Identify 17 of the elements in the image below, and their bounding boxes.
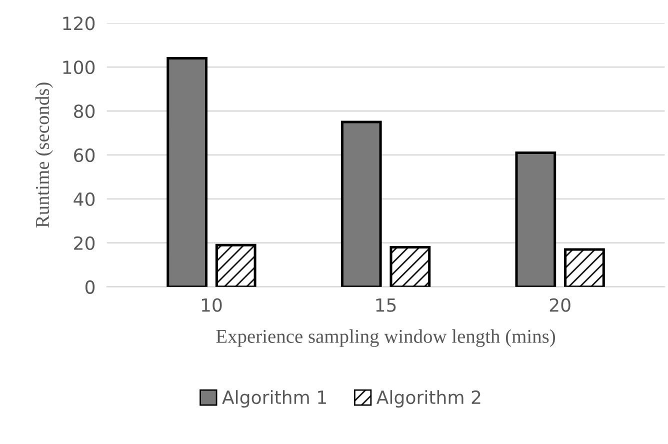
x-tick-label: 20: [550, 298, 570, 312]
bar: [340, 120, 382, 287]
legend-label: Algorithm 2: [376, 390, 480, 408]
bar: [515, 152, 556, 287]
x-tick-label: 15: [376, 298, 396, 312]
y-axis-title: Runtime (seconds): [35, 82, 53, 228]
legend-label: Algorithm 1: [222, 390, 326, 408]
y-tick-label: 80: [74, 104, 95, 118]
x-axis-title: Experience sampling window length (mins): [216, 329, 556, 347]
x-tick-label: 10: [202, 298, 222, 312]
y-tick-label: 60: [74, 148, 95, 162]
y-tick-label: 0: [85, 280, 95, 294]
y-tick-label: 40: [74, 192, 95, 206]
y-tick-label: 120: [63, 16, 95, 30]
y-tick-label: 100: [63, 60, 95, 74]
bar: [166, 57, 208, 287]
y-tick-label: 20: [74, 236, 95, 250]
